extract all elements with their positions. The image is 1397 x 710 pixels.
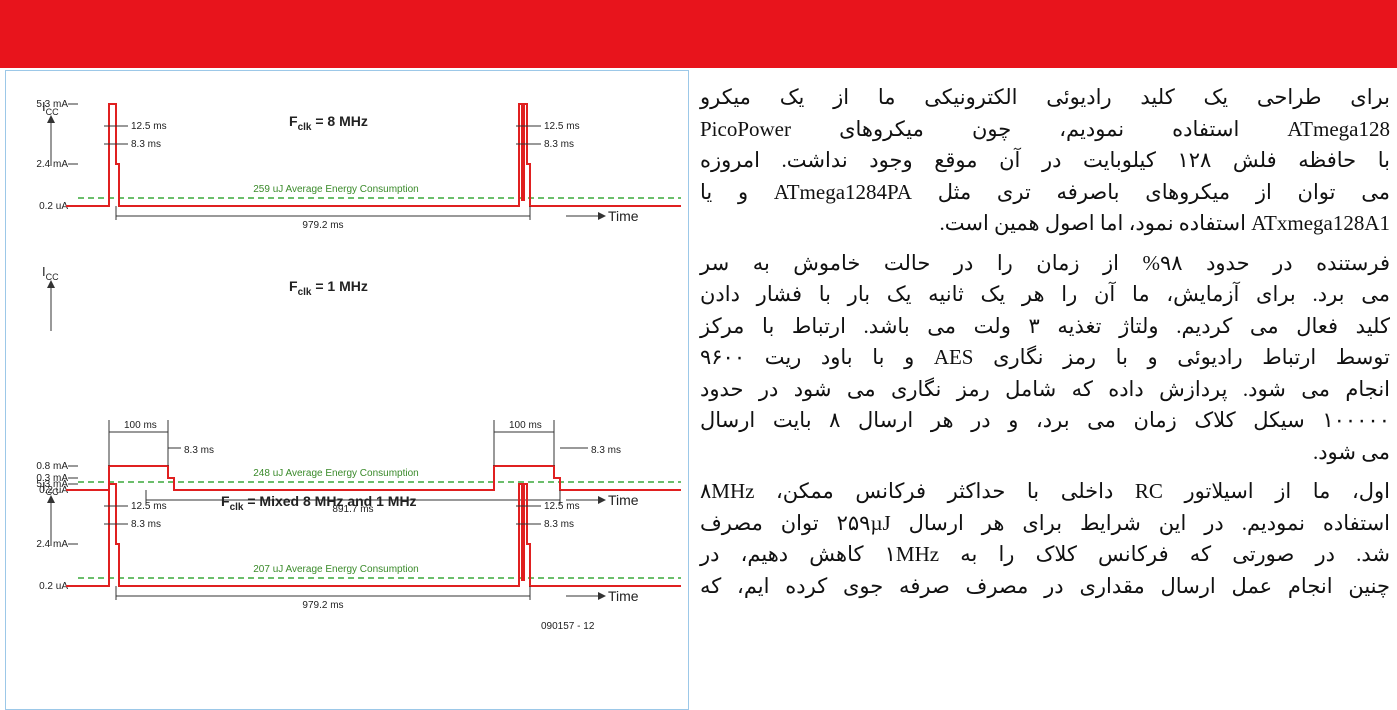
subscript: CC bbox=[46, 487, 59, 497]
clock-label: Fclk = Mixed 8 MHz and 1 MHz bbox=[221, 493, 417, 513]
subscript: CC bbox=[46, 107, 59, 117]
text-line: با حافظه فلش ۱۲۸ کیلوبایت در آن موقع وجو… bbox=[700, 148, 1390, 172]
article: برای طراحی یک کلید رادیوئی الکترونیکی ما… bbox=[700, 82, 1390, 610]
label: 090157 - 12 bbox=[541, 621, 595, 632]
symbol: I bbox=[42, 479, 46, 494]
text-line: می برد. برای آزمایش، ما آن را هر یک ثانی… bbox=[700, 282, 1390, 306]
text-line: چنین انجام عمل ارسال مقداری در مصرف صرفه… bbox=[700, 573, 1390, 598]
arrow bbox=[598, 496, 606, 504]
label: 2.4 mA bbox=[36, 539, 68, 550]
symbol: F bbox=[289, 113, 298, 129]
figure: ICC Fclk = 8 MHz 5.3 mA 2.4 mA 0.2 uA 259 uJ … bbox=[5, 70, 689, 710]
label: 8.3 ms bbox=[184, 445, 214, 456]
label: 207 uJ Average Energy Consumption bbox=[253, 564, 418, 575]
label: 891.7 ms bbox=[332, 504, 373, 515]
text-line: فرستنده در حدود ۹۸% از زمان را در حالت خ… bbox=[700, 250, 1390, 275]
label: 0.3 mA bbox=[36, 473, 68, 484]
arrow bbox=[598, 212, 606, 220]
clock-label: Fclk = 1 MHz bbox=[289, 278, 368, 298]
label: 8.3 ms bbox=[544, 139, 574, 150]
label: 8.3 ms bbox=[131, 519, 161, 530]
label: 2.4 mA bbox=[36, 159, 68, 170]
label: 100 ms bbox=[124, 420, 157, 431]
subscript: CC bbox=[46, 272, 59, 282]
text-line: انجام می شود. پردازش داده که شامل رمز نگ… bbox=[700, 376, 1390, 401]
value: = 8 MHz bbox=[311, 113, 367, 129]
value: = Mixed 8 MHz and 1 MHz bbox=[243, 493, 416, 509]
label: 979.2 ms bbox=[302, 600, 343, 611]
label: 5.3 mA bbox=[36, 99, 68, 110]
text-line: برای طراحی یک کلید رادیوئی الکترونیکی ما… bbox=[700, 85, 1390, 109]
text-line: ATmega128 استفاده نمودیم، چون میکروهای P… bbox=[700, 116, 1390, 141]
text-line: می شود. bbox=[1312, 439, 1390, 464]
text-line: شد. در صورتی که فرکانس کلاک را به ۱MHz ک… bbox=[700, 542, 1390, 566]
text-line: ATxmega128A1 استفاده نمود، اما اصول همین… bbox=[939, 211, 1390, 235]
text-line: استفاده نمودیم. در این شرایط برای هر ارس… bbox=[700, 510, 1391, 535]
text-line: می توان از میکروهای باصرفه تری مثل ATmeg… bbox=[700, 179, 1390, 204]
label: Time bbox=[608, 208, 639, 224]
waveform bbox=[66, 465, 681, 491]
label: Time bbox=[608, 588, 639, 604]
label: 8.3 ms bbox=[131, 139, 161, 150]
label: 12.5 ms bbox=[131, 121, 167, 132]
label: 259 uJ Average Energy Consumption bbox=[253, 184, 418, 195]
label: 0.2 uA bbox=[39, 485, 68, 496]
label: 0.8 mA bbox=[36, 461, 68, 472]
subscript: clk bbox=[298, 287, 312, 298]
current-label: ICC bbox=[42, 99, 59, 117]
label: 100 ms bbox=[509, 420, 542, 431]
label: 0.2 uA bbox=[39, 581, 68, 592]
paragraph: برای طراحی یک کلید رادیوئی الکترونیکی ما… bbox=[700, 82, 1390, 240]
text-line: توسط ارتباط رادیوئی و با رمز نگاری AES و… bbox=[700, 345, 1390, 369]
symbol: F bbox=[289, 278, 298, 294]
label: 8.3 ms bbox=[591, 445, 621, 456]
arrow bbox=[47, 115, 55, 123]
waveform bbox=[66, 483, 681, 587]
waveform bbox=[66, 103, 681, 207]
text-line: اول، ما از اسیلاتور RC داخلی با حداکثر ف… bbox=[700, 479, 1391, 503]
subscript: clk bbox=[298, 122, 312, 133]
text-line: ۱۰۰۰۰۰ سیکل کلاک زمان می برد، و در هر ار… bbox=[700, 408, 1390, 432]
label: 12.5 ms bbox=[544, 121, 580, 132]
paragraph: اول، ما از اسیلاتور RC داخلی با حداکثر ف… bbox=[700, 476, 1390, 602]
arrow bbox=[47, 280, 55, 288]
label: 5.3 mA bbox=[36, 479, 68, 490]
text-line: کلید فعال می کردیم. ولتاژ تغذیه ۳ ولت می… bbox=[700, 313, 1390, 338]
symbol: F bbox=[221, 493, 230, 509]
label: 8.3 ms bbox=[544, 519, 574, 530]
subscript: clk bbox=[230, 502, 244, 513]
current-label: ICC bbox=[42, 264, 59, 282]
value: = 1 MHz bbox=[311, 278, 367, 294]
label: Time bbox=[608, 492, 639, 508]
header-bar bbox=[0, 0, 1397, 68]
arrow bbox=[47, 495, 55, 503]
label: 979.2 ms bbox=[302, 220, 343, 231]
current-label: ICC bbox=[42, 479, 59, 497]
label: 12.5 ms bbox=[544, 501, 580, 512]
label: 248 uJ Average Energy Consumption bbox=[253, 468, 418, 479]
paragraph: فرستنده در حدود ۹۸% از زمان را در حالت خ… bbox=[700, 248, 1390, 469]
clock-label: Fclk = 8 MHz bbox=[289, 113, 368, 133]
label: 12.5 ms bbox=[131, 501, 167, 512]
symbol: I bbox=[42, 264, 46, 279]
symbol: I bbox=[42, 99, 46, 114]
arrow bbox=[598, 592, 606, 600]
label: 0.2 uA bbox=[39, 201, 68, 212]
